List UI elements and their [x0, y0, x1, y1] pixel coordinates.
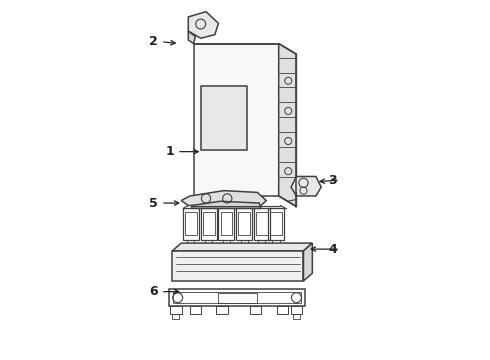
Bar — [220, 212, 232, 235]
Polygon shape — [279, 44, 296, 207]
Bar — [183, 208, 199, 240]
Bar — [187, 240, 195, 247]
Bar — [258, 240, 266, 247]
Text: 5: 5 — [149, 197, 158, 210]
Bar — [216, 306, 228, 314]
Bar — [218, 293, 257, 303]
Polygon shape — [188, 31, 196, 44]
Polygon shape — [201, 86, 247, 150]
Text: 2: 2 — [149, 35, 158, 48]
Bar — [219, 208, 234, 240]
Polygon shape — [194, 44, 279, 196]
Bar — [205, 240, 212, 247]
Text: 4: 4 — [328, 243, 337, 256]
Bar — [169, 289, 305, 306]
Bar — [241, 240, 247, 247]
Text: 6: 6 — [149, 285, 158, 298]
Bar — [172, 314, 179, 319]
Bar — [250, 306, 261, 314]
Bar — [190, 306, 201, 314]
Bar — [272, 240, 280, 247]
Bar — [268, 208, 284, 240]
Polygon shape — [291, 176, 321, 196]
Bar — [170, 306, 182, 314]
Polygon shape — [188, 12, 219, 38]
Bar — [201, 208, 217, 240]
Bar — [185, 212, 197, 235]
Bar — [203, 212, 215, 235]
Bar — [256, 212, 268, 235]
Polygon shape — [181, 191, 266, 206]
Bar — [276, 306, 288, 314]
Bar — [254, 208, 270, 240]
Bar — [173, 292, 301, 303]
Bar — [223, 240, 230, 247]
Polygon shape — [192, 201, 261, 208]
Bar — [293, 314, 300, 319]
Polygon shape — [172, 243, 312, 251]
Polygon shape — [303, 243, 312, 281]
Bar — [238, 212, 250, 235]
Polygon shape — [172, 251, 303, 281]
Bar — [291, 306, 302, 314]
Bar — [270, 212, 282, 235]
Text: 1: 1 — [165, 145, 174, 158]
Bar — [236, 208, 252, 240]
Text: 3: 3 — [328, 174, 337, 186]
